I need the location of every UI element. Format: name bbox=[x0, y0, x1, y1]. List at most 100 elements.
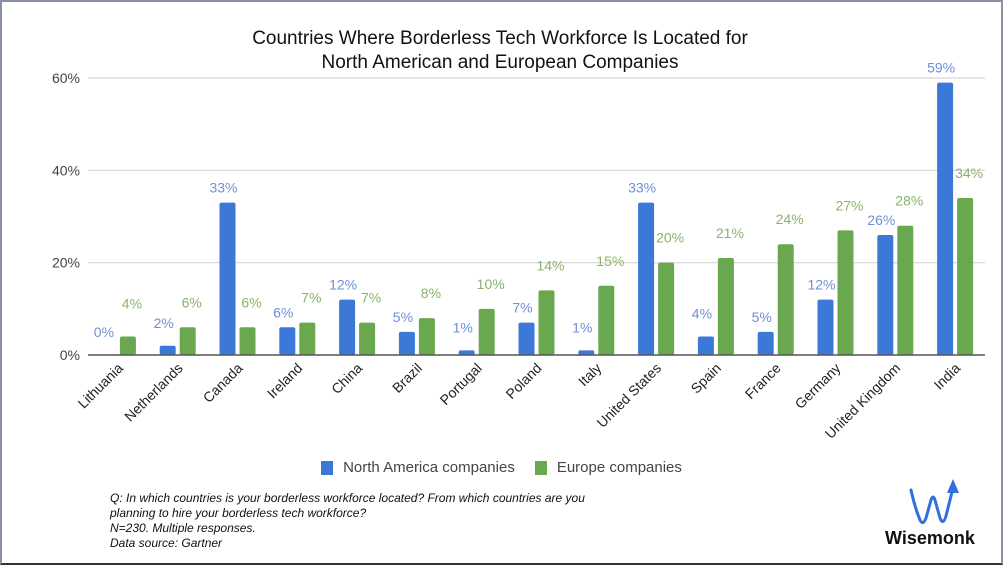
x-axis-label: Ireland bbox=[264, 360, 306, 402]
bar-europe[interactable] bbox=[957, 198, 974, 355]
value-label: 34% bbox=[955, 165, 983, 181]
value-label: 7% bbox=[301, 290, 321, 306]
bar-north-america[interactable] bbox=[159, 345, 176, 355]
x-axis-label: Germany bbox=[792, 360, 844, 412]
x-axis-label: Brazil bbox=[389, 360, 425, 396]
bar-europe[interactable] bbox=[418, 318, 435, 355]
bar-north-america[interactable] bbox=[398, 331, 415, 355]
bar-europe[interactable] bbox=[897, 225, 914, 355]
bar-north-america[interactable] bbox=[219, 202, 236, 355]
value-label: 6% bbox=[273, 304, 293, 320]
survey-notes: Q: In which countries is your borderless… bbox=[110, 491, 670, 551]
bar-north-america[interactable] bbox=[757, 331, 774, 355]
legend-label-north-america: North America companies bbox=[343, 459, 515, 476]
bar-north-america[interactable] bbox=[339, 299, 356, 355]
bar-north-america[interactable] bbox=[937, 82, 954, 355]
bar-chart: 0%20%40%60% 0%4%2%6%33%6%6%7%12%7%5%8%1%… bbox=[52, 60, 985, 442]
value-label: 20% bbox=[656, 230, 684, 246]
value-label: 4% bbox=[692, 306, 712, 322]
survey-question-line-2: planning to hire your borderless tech wo… bbox=[110, 506, 367, 520]
legend-item-europe[interactable]: Europe companies bbox=[534, 459, 682, 476]
y-tick-label: 40% bbox=[52, 162, 80, 178]
value-label: 5% bbox=[393, 309, 413, 325]
value-label: 24% bbox=[776, 211, 804, 227]
y-tick-label: 60% bbox=[52, 70, 80, 86]
value-label: 12% bbox=[329, 277, 357, 293]
value-label: 21% bbox=[716, 225, 744, 241]
survey-question-line-1: Q: In which countries is your borderless… bbox=[110, 491, 585, 505]
value-label: 27% bbox=[835, 197, 863, 213]
bar-europe[interactable] bbox=[239, 327, 256, 355]
y-axis-ticks: 0% 20% 40% 60% bbox=[52, 70, 80, 363]
bar-europe[interactable] bbox=[777, 244, 794, 355]
value-label: 28% bbox=[895, 193, 923, 209]
value-label: 4% bbox=[122, 296, 142, 312]
bars bbox=[119, 82, 974, 355]
bar-europe[interactable] bbox=[837, 230, 854, 355]
value-label: 7% bbox=[512, 300, 532, 316]
value-label: 26% bbox=[867, 212, 895, 228]
y-tick-label: 20% bbox=[52, 255, 80, 271]
value-label: 33% bbox=[209, 180, 237, 196]
value-labels: 0%4%2%6%33%6%6%7%12%7%5%8%1%10%7%14%1%15… bbox=[94, 60, 983, 340]
x-axis-label: Lithuania bbox=[75, 360, 127, 412]
bar-europe[interactable] bbox=[658, 262, 675, 355]
legend-item-north-america[interactable]: North America companies bbox=[321, 459, 515, 476]
value-label: 59% bbox=[927, 60, 955, 76]
brand-name: Wisemonk bbox=[885, 528, 975, 548]
value-label: 8% bbox=[421, 285, 441, 301]
x-axis-label: Portugal bbox=[437, 360, 485, 408]
value-label: 5% bbox=[752, 309, 772, 325]
x-axis-label: France bbox=[742, 360, 784, 402]
legend-label-europe: Europe companies bbox=[556, 459, 682, 476]
value-label: 6% bbox=[241, 294, 261, 310]
bar-north-america[interactable] bbox=[578, 350, 595, 355]
chart-title-line-2: North American and European Companies bbox=[321, 52, 679, 73]
x-axis-label: Netherlands bbox=[121, 360, 186, 425]
bar-europe[interactable] bbox=[359, 322, 376, 355]
value-label: 15% bbox=[596, 253, 624, 269]
bar-europe[interactable] bbox=[299, 322, 316, 355]
value-label: 0% bbox=[94, 324, 114, 340]
bar-europe[interactable] bbox=[179, 327, 196, 355]
chart-title: Countries Where Borderless Tech Workforc… bbox=[200, 27, 800, 75]
bar-north-america[interactable] bbox=[279, 327, 296, 355]
sample-size-note: N=230. Multiple responses. bbox=[110, 521, 256, 535]
x-axis-label: United States bbox=[593, 360, 664, 431]
value-label: 1% bbox=[572, 319, 592, 335]
bar-europe[interactable] bbox=[538, 290, 555, 355]
value-label: 7% bbox=[361, 290, 381, 306]
y-gridlines bbox=[88, 77, 985, 264]
value-label: 12% bbox=[807, 277, 835, 293]
value-label: 6% bbox=[182, 294, 202, 310]
x-axis-label: Spain bbox=[687, 360, 724, 397]
x-axis-label: China bbox=[328, 360, 365, 397]
wisemonk-wave-arrow-icon bbox=[909, 479, 959, 525]
bar-europe[interactable] bbox=[717, 258, 734, 355]
bar-europe[interactable] bbox=[119, 336, 136, 355]
bar-north-america[interactable] bbox=[697, 336, 714, 355]
x-axis-label: Italy bbox=[575, 360, 604, 389]
bar-north-america[interactable] bbox=[877, 234, 894, 355]
value-label: 33% bbox=[628, 180, 656, 196]
bar-north-america[interactable] bbox=[458, 350, 475, 355]
data-source-note: Data source: Gartner bbox=[110, 536, 223, 550]
x-axis-label: Canada bbox=[200, 360, 246, 406]
value-label: 1% bbox=[453, 319, 473, 335]
value-label: 10% bbox=[477, 276, 505, 292]
bar-north-america[interactable] bbox=[638, 202, 655, 355]
value-label: 14% bbox=[536, 257, 564, 273]
x-axis-label: India bbox=[930, 360, 963, 393]
bar-europe[interactable] bbox=[598, 285, 615, 355]
bar-north-america[interactable] bbox=[817, 299, 834, 355]
bar-north-america[interactable] bbox=[518, 322, 535, 355]
bar-europe[interactable] bbox=[478, 308, 495, 355]
value-label: 2% bbox=[154, 315, 174, 331]
y-tick-label: 0% bbox=[60, 347, 80, 363]
legend-swatch-north-america bbox=[321, 460, 334, 475]
legend: North America companies Europe companies bbox=[0, 459, 1003, 476]
x-axis-label: Poland bbox=[502, 360, 544, 402]
wisemonk-logo: Wisemonk bbox=[885, 478, 985, 558]
